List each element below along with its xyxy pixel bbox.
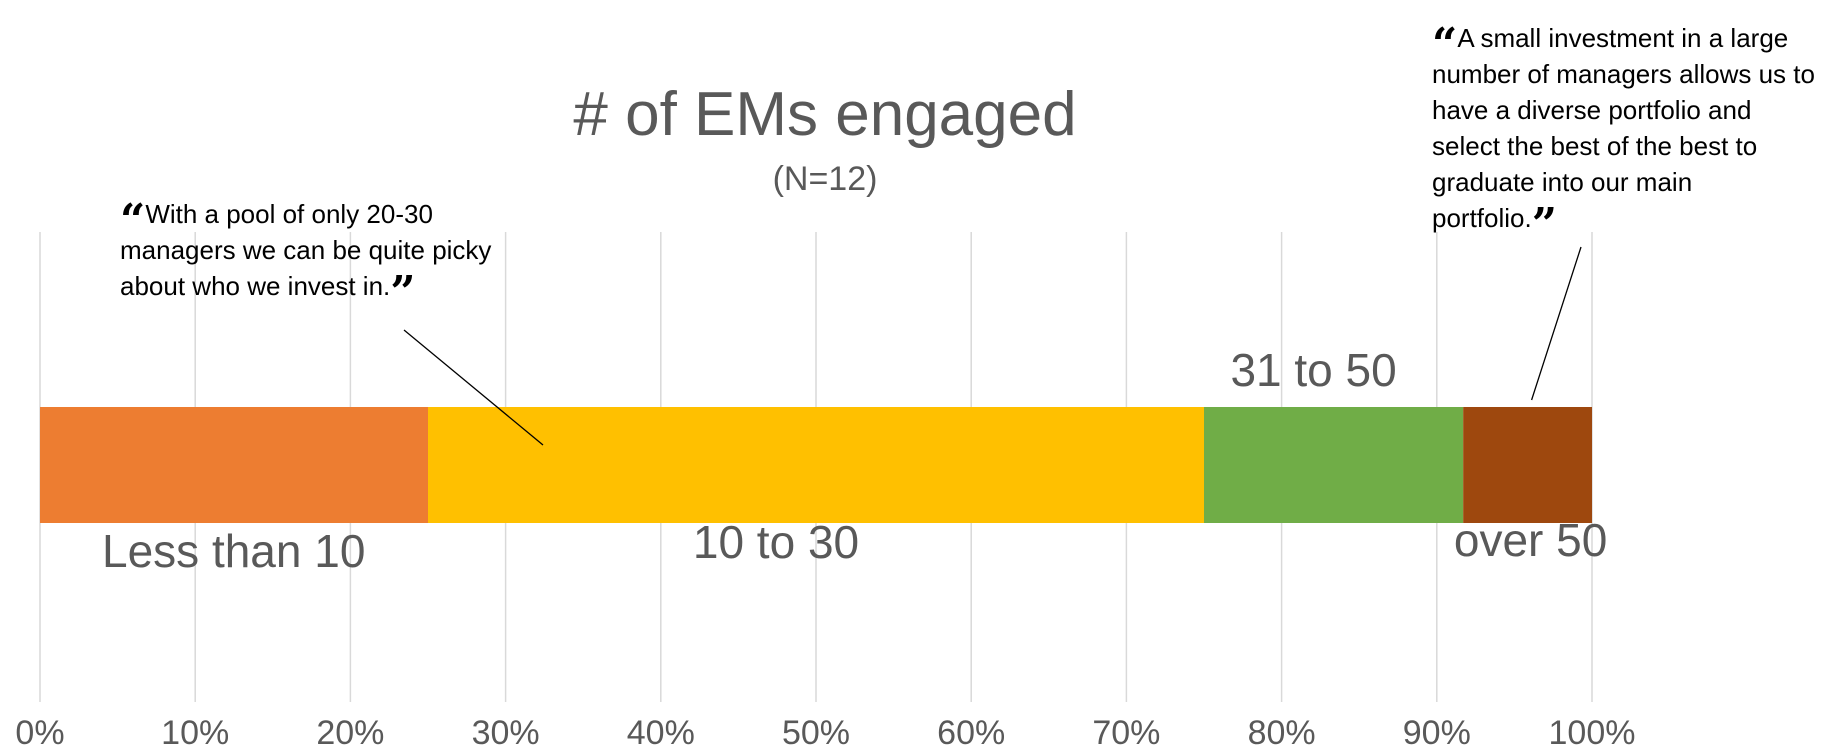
bar-segment (428, 407, 1204, 523)
x-tick-label: 30% (472, 714, 540, 752)
leader-line (1530, 246, 1582, 401)
annotation-text: A small investment in a large number of … (1432, 23, 1815, 233)
bar-segment (1463, 407, 1592, 523)
x-tick-label: 70% (1092, 714, 1160, 752)
x-tick-label: 10% (161, 714, 229, 752)
annotation-text: With a pool of only 20-30 managers we ca… (120, 199, 492, 301)
x-tick-label: 20% (316, 714, 384, 752)
x-tick-label: 40% (627, 714, 695, 752)
chart-subtitle: (N=12) (772, 160, 878, 198)
bar-segment (40, 407, 428, 523)
chart-title: # of EMs engaged (573, 80, 1077, 149)
close-quote-mark: ” (1531, 199, 1558, 250)
close-quote-mark: ” (390, 267, 416, 318)
open-quote-mark: “ (1432, 19, 1458, 70)
x-tick-label: 50% (782, 714, 850, 752)
series-label: Less than 10 (102, 525, 365, 577)
x-tick-label: 60% (937, 714, 1005, 752)
series-label: 10 to 30 (693, 516, 859, 568)
x-tick-label: 100% (1549, 714, 1636, 752)
annotation-quote-10-to-30: “With a pool of only 20-30 managers we c… (120, 195, 540, 315)
annotation-quote-over-50: “A small investment in a large number of… (1432, 19, 1822, 247)
bar-segment (1204, 407, 1464, 523)
x-tick-label: 80% (1248, 714, 1316, 752)
x-tick-label: 0% (15, 714, 64, 752)
series-label: 31 to 50 (1230, 344, 1396, 396)
open-quote-mark: “ (120, 195, 146, 246)
leader-line (403, 329, 544, 446)
series-label: over 50 (1454, 514, 1607, 566)
x-tick-label: 90% (1403, 714, 1471, 752)
